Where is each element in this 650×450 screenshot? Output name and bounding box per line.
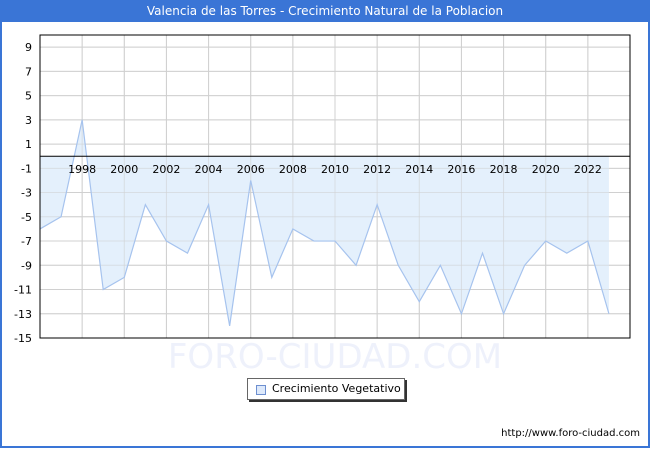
x-tick-label: 2000 xyxy=(110,163,138,176)
y-tick-label: 5 xyxy=(25,90,32,103)
y-tick-label: 7 xyxy=(25,65,32,78)
x-tick-label: 2020 xyxy=(532,163,560,176)
chart-title: Valencia de las Torres - Crecimiento Nat… xyxy=(0,0,650,22)
source-url: http://www.foro-ciudad.com xyxy=(501,428,640,439)
x-tick-label: 2002 xyxy=(152,163,180,176)
x-tick-label: 1998 xyxy=(68,163,96,176)
x-tick-label: 2004 xyxy=(195,163,223,176)
y-tick-label: 9 xyxy=(25,41,32,54)
x-tick-label: 2012 xyxy=(363,163,391,176)
y-tick-label: -13 xyxy=(14,308,32,321)
plot-border xyxy=(39,34,631,339)
y-tick-label: -7 xyxy=(21,235,32,248)
y-tick-label: 3 xyxy=(25,114,32,127)
y-tick-label: 1 xyxy=(25,138,32,151)
y-tick-label: -15 xyxy=(14,332,32,345)
x-tick-label: 2022 xyxy=(574,163,602,176)
y-tick-label: -9 xyxy=(21,259,32,272)
legend-swatch-icon xyxy=(256,385,266,395)
legend-label: Crecimiento Vegetativo xyxy=(272,382,401,395)
x-tick-label: 2018 xyxy=(490,163,518,176)
x-tick-label: 2014 xyxy=(405,163,433,176)
y-tick-label: -3 xyxy=(21,187,32,200)
area-fill xyxy=(40,119,609,326)
y-tick-label: -5 xyxy=(21,211,32,224)
y-tick-label: -11 xyxy=(14,284,32,297)
watermark: FORO-CIUDAD.COM xyxy=(168,337,502,377)
x-tick-label: 2016 xyxy=(447,163,475,176)
series-line xyxy=(39,119,610,326)
x-tick-label: 2006 xyxy=(237,163,265,176)
legend: Crecimiento Vegetativo xyxy=(247,378,405,400)
x-tick-label: 2010 xyxy=(321,163,349,176)
y-tick-label: -1 xyxy=(21,162,32,175)
x-tick-label: 2008 xyxy=(279,163,307,176)
